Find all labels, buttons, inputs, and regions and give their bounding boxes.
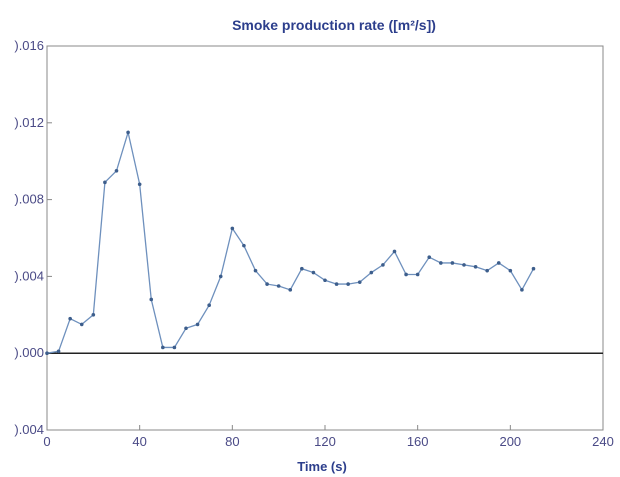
- data-point: [126, 130, 130, 135]
- series-smoke-rate: [45, 129, 536, 356]
- data-point: [91, 313, 96, 317]
- data-point: [114, 169, 119, 173]
- data-point: [300, 266, 304, 271]
- data-point: [195, 322, 200, 327]
- data-point: [520, 288, 524, 292]
- data-point: [439, 261, 443, 265]
- data-point: [415, 272, 420, 277]
- y-axis: ).016 ).012 ).008 ).004 ).000 ).004: [14, 38, 52, 437]
- data-point: [68, 316, 72, 321]
- data-point: [218, 274, 223, 279]
- data-point: [253, 268, 258, 273]
- x-axis: 0 40 80 120 160 200 240: [43, 425, 614, 449]
- y-tick-label: ).000: [14, 345, 44, 360]
- x-tick-label: 80: [225, 434, 239, 449]
- x-tick-label: 40: [132, 434, 146, 449]
- data-point: [230, 226, 235, 231]
- data-point: [531, 266, 536, 271]
- data-point: [56, 349, 61, 354]
- data-point: [427, 255, 432, 259]
- data-point: [207, 303, 211, 308]
- y-tick-label: ).004: [14, 422, 44, 437]
- x-tick-label: 160: [407, 434, 429, 449]
- data-point: [381, 263, 385, 267]
- x-tick-label: 120: [314, 434, 336, 449]
- data-point: [450, 261, 455, 265]
- data-point: [369, 270, 374, 275]
- x-tick-label: 200: [499, 434, 521, 449]
- x-tick-label: 240: [592, 434, 614, 449]
- data-point: [288, 288, 293, 292]
- plot-frame: [46, 45, 604, 431]
- y-tick-label: ).016: [14, 38, 44, 53]
- data-point: [103, 180, 107, 185]
- data-point: [323, 278, 327, 283]
- y-tick-label: ).004: [14, 268, 44, 283]
- series-line: [46, 129, 535, 354]
- data-point: [346, 282, 350, 286]
- data-point: [45, 351, 49, 356]
- data-point: [392, 249, 397, 254]
- data-point: [242, 243, 246, 248]
- data-point: [404, 272, 408, 277]
- data-point: [184, 326, 188, 331]
- chart-title: Smoke production rate ([m²/s]): [232, 17, 436, 33]
- x-axis-label: Time (s): [297, 459, 347, 474]
- data-point: [496, 261, 501, 265]
- data-point: [334, 282, 339, 286]
- y-tick-label: ).008: [14, 192, 44, 207]
- data-point: [357, 280, 362, 284]
- data-point: [276, 284, 281, 288]
- data-point: [79, 322, 84, 327]
- data-point: [172, 345, 177, 350]
- data-point: [508, 268, 513, 273]
- data-point: [485, 268, 489, 273]
- data-point: [311, 270, 316, 275]
- x-tick-label: 0: [43, 434, 50, 449]
- data-point: [265, 282, 269, 286]
- data-point: [161, 345, 165, 350]
- data-point: [149, 297, 154, 302]
- data-point: [462, 263, 466, 267]
- data-point: [137, 182, 142, 187]
- y-tick-label: ).012: [14, 115, 44, 130]
- data-point: [473, 265, 478, 269]
